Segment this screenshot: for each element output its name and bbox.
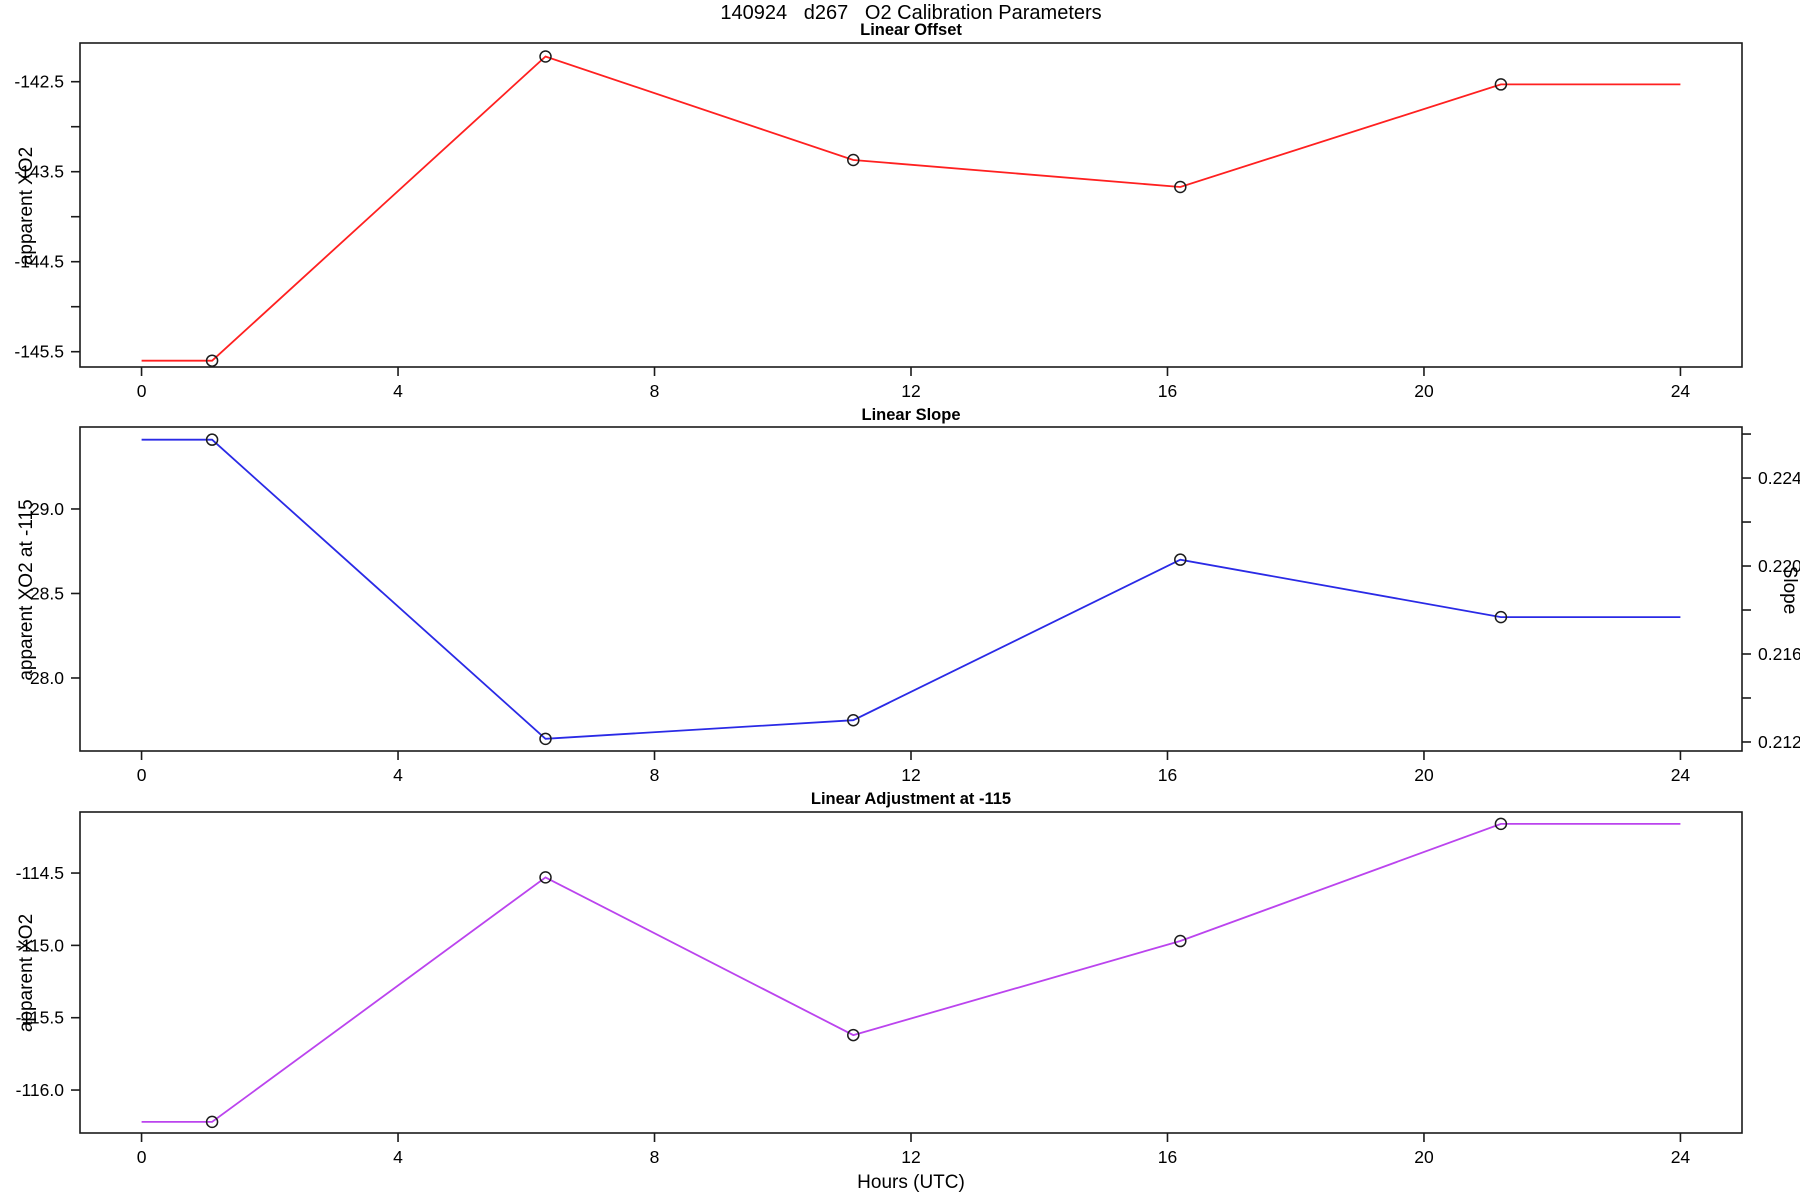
x-tick-label: 8: [650, 1147, 660, 1167]
x-tick-label: 4: [393, 381, 403, 401]
x-tick-label: 24: [1671, 765, 1691, 785]
y-axis-label-slope-left: apparent XO2 at -115: [16, 499, 37, 681]
y-axis-label-slope-right: Slope: [1779, 565, 1800, 615]
y-tick-label: -114.5: [16, 863, 64, 883]
x-tick-label: 20: [1414, 765, 1434, 785]
x-tick-label: 24: [1671, 381, 1691, 401]
y-right-tick-label: 0.220: [1758, 556, 1800, 576]
y-axis-label-offset: apparent XO2: [16, 146, 37, 266]
linear-adjustment-line: [141, 823, 1681, 1123]
y-right-tick-label: 0.216: [1758, 644, 1800, 664]
x-tick-label: 16: [1158, 381, 1177, 401]
data-point-marker: [1174, 180, 1187, 194]
data-point-marker: [847, 153, 860, 167]
x-tick-label: 0: [137, 381, 147, 401]
linear-offset-line: [141, 55, 1681, 362]
x-tick-label: 16: [1158, 765, 1177, 785]
x-tick-label: 24: [1671, 1147, 1691, 1167]
x-tick-label: 0: [137, 765, 147, 785]
data-point-marker: [1174, 553, 1187, 566]
data-point-marker: [847, 713, 860, 727]
x-axis-label: Hours (UTC): [857, 1172, 965, 1193]
data-point-marker: [1494, 78, 1508, 91]
y-tick-label: -115.0: [16, 935, 65, 955]
panel-title-linear-offset: Linear Offset: [860, 21, 962, 39]
y-tick-label: -116.0: [16, 1080, 65, 1100]
data-point-marker: [205, 354, 219, 367]
y-tick-label: -115.5: [16, 1008, 64, 1028]
y-tick-label: -145.5: [14, 342, 64, 362]
x-tick-label: 20: [1414, 381, 1434, 401]
y-right-tick-label: 0.224: [1758, 468, 1800, 488]
y-tick-label: -144.5: [14, 252, 64, 272]
plot-box: [79, 426, 1743, 752]
linear-slope-line: [141, 438, 1681, 740]
y-tick-label: -142.5: [14, 72, 64, 92]
linear-slope-panel: 0 4 8 12 16 20 24 28.0 28.5 29.0 0.212 0.216 0.220 0.…: [30, 426, 1800, 785]
y-axis-label-adjustment: apparent XO2: [16, 913, 37, 1033]
y-tick-label: 28.0: [30, 668, 64, 688]
x-tick-label: 12: [901, 381, 920, 401]
data-point-marker: [205, 1115, 219, 1129]
y-tick-label: -143.5: [14, 162, 64, 182]
x-tick-label: 8: [650, 765, 660, 785]
linear-adjustment-panel: 0 4 8 12 16 20 24 -116.0 -115.5 -115.0 -114.5: [16, 811, 1743, 1167]
linear-offset-panel: 0 4 8 12 16 20 24 -145.5 -144.5 -143.5 -142.5: [14, 42, 1743, 401]
data-point-marker: [539, 871, 552, 884]
plot-box: [79, 811, 1743, 1134]
x-tick-label: 12: [901, 1147, 920, 1167]
page-title: 140924 d267 O2 Calibration Parameters: [720, 2, 1102, 24]
x-tick-label: 4: [393, 1147, 403, 1167]
x-tick-label: 12: [901, 765, 920, 785]
panel-title-linear-adjustment: Linear Adjustment at -115: [810, 790, 1012, 808]
y-tick-label: 29.0: [30, 499, 64, 519]
y-tick-label: 28.5: [30, 583, 64, 603]
data-point-marker: [539, 732, 552, 746]
y-right-tick-label: 0.212: [1758, 732, 1800, 752]
x-tick-label: 20: [1414, 1147, 1434, 1167]
data-point-marker: [1174, 934, 1187, 948]
data-point-marker: [847, 1028, 860, 1042]
x-tick-label: 0: [137, 1147, 147, 1167]
data-point-marker: [1494, 610, 1508, 624]
x-tick-label: 4: [393, 765, 403, 785]
panel-title-linear-slope: Linear Slope: [861, 406, 961, 424]
data-point-marker: [539, 50, 552, 63]
plot-box: [79, 42, 1743, 368]
x-tick-label: 16: [1158, 1147, 1177, 1167]
x-tick-label: 8: [650, 381, 660, 401]
data-point-marker: [1494, 817, 1508, 831]
data-point-marker: [205, 433, 219, 446]
